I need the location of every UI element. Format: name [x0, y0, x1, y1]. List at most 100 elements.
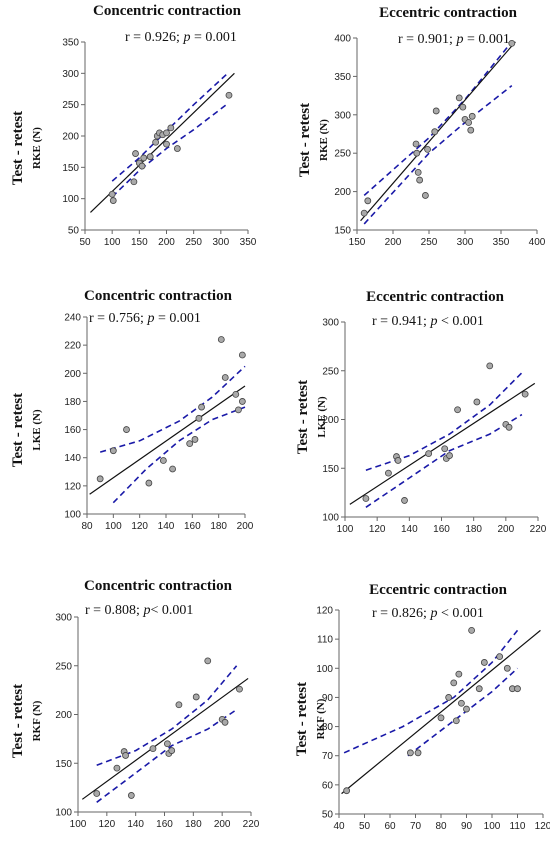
chart-title: Eccentric contraction: [366, 289, 505, 305]
y-tick-label: 100: [64, 510, 81, 521]
y-tick-label: 200: [55, 710, 72, 721]
stat-annotation: r = 0.756; p = 0.001: [89, 311, 201, 326]
chart-title: Eccentric contraction: [379, 5, 518, 21]
x-tick-label: 250: [421, 237, 438, 248]
data-point: [412, 140, 420, 148]
data-point: [221, 718, 229, 726]
data-point: [191, 436, 199, 443]
x-tick-label: 250: [185, 237, 202, 248]
y-tick-label: 200: [322, 415, 339, 426]
data-point: [425, 450, 433, 458]
x-tick-label: 50: [79, 237, 91, 248]
data-point: [163, 129, 170, 137]
data-point: [167, 124, 175, 132]
x-tick-label: 220: [530, 524, 547, 535]
x-tick-label: 160: [156, 819, 173, 830]
data-point: [235, 406, 242, 414]
y-tick-label: 140: [64, 453, 81, 464]
data-point: [225, 91, 233, 99]
data-point: [424, 145, 431, 153]
data-point: [163, 740, 171, 748]
data-point: [138, 162, 146, 170]
y-tick-label: 50: [68, 226, 80, 237]
y-tick-label: 250: [334, 149, 351, 160]
data-point: [394, 457, 402, 464]
data-point: [401, 497, 408, 504]
x-tick-label: 140: [127, 819, 144, 830]
stat-p-value: = 0.001: [154, 311, 200, 326]
data-point: [195, 414, 203, 422]
y-tick-label: 200: [334, 187, 351, 198]
x-tick-label: 120: [369, 524, 386, 535]
x-tick-label: 200: [497, 524, 514, 535]
data-point: [385, 469, 392, 477]
stat-p-value: < 0.001: [437, 606, 483, 621]
y-axis-label-outer: Test - retest: [10, 111, 26, 185]
data-point: [406, 749, 414, 757]
data-point: [457, 699, 465, 707]
data-point: [173, 145, 181, 152]
y-axis-label-outer: Test - retest: [10, 684, 26, 758]
data-point: [503, 664, 511, 672]
stat-p-label: p: [455, 32, 463, 47]
data-point: [132, 150, 139, 157]
x-tick-label: 150: [349, 237, 366, 248]
stat-r: r = 0.808;: [85, 603, 143, 618]
y-tick-label: 70: [322, 751, 334, 762]
y-tick-label: 250: [55, 661, 72, 672]
data-point: [96, 475, 104, 483]
ci-lower-line: [111, 104, 227, 198]
chart-panel-5: Concentric contraction r = 0.808; p< 0.00…: [10, 578, 260, 830]
y-tick-label: 100: [322, 513, 339, 524]
chart-title: Concentric contraction: [93, 3, 242, 19]
data-point: [238, 398, 246, 405]
data-point: [475, 685, 483, 693]
x-tick-label: 220: [243, 819, 260, 830]
data-point: [505, 423, 513, 431]
y-axis-label-outer: Test - retest: [10, 393, 26, 467]
data-point: [432, 107, 440, 115]
stat-r: r = 0.826;: [372, 606, 430, 621]
data-point: [413, 149, 421, 157]
regression-line: [89, 385, 246, 495]
stat-p-label: p: [182, 30, 190, 45]
data-point: [152, 138, 160, 146]
stat-r: r = 0.756;: [89, 311, 147, 326]
x-tick-label: 60: [384, 821, 396, 832]
data-point: [467, 126, 475, 134]
y-tick-label: 240: [64, 313, 81, 324]
data-point: [441, 445, 449, 453]
stat-p-label: p: [146, 311, 154, 326]
chart-panel-6: Eccentric contraction r = 0.826; p < 0.00…: [294, 582, 550, 832]
data-point: [146, 153, 154, 161]
y-tick-label: 50: [322, 810, 334, 821]
ci-lower-line: [365, 413, 523, 508]
x-tick-label: 200: [214, 819, 231, 830]
y-tick-label: 300: [62, 69, 79, 80]
y-tick-label: 150: [334, 226, 351, 237]
x-tick-label: 100: [104, 237, 121, 248]
regression-line: [90, 72, 235, 213]
y-tick-label: 160: [64, 425, 81, 436]
y-tick-label: 110: [317, 635, 333, 646]
data-point: [445, 694, 453, 701]
data-point: [221, 374, 229, 381]
data-point: [204, 657, 212, 665]
x-tick-label: 120: [131, 521, 148, 532]
chart-title: Concentric contraction: [84, 578, 233, 594]
y-tick-label: 100: [55, 808, 72, 819]
data-point: [463, 705, 470, 713]
data-point: [514, 685, 521, 693]
data-point: [455, 94, 463, 102]
ci-upper-line: [99, 365, 246, 453]
x-tick-label: 150: [131, 237, 148, 248]
stat-p-label: p: [429, 606, 437, 621]
y-axis-label: LKE (N): [31, 409, 43, 451]
stat-p-value: = 0.001: [463, 32, 509, 47]
x-tick-label: 90: [461, 821, 473, 832]
y-tick-label: 80: [322, 722, 334, 733]
y-tick-label: 90: [322, 693, 334, 704]
y-tick-label: 180: [64, 397, 81, 408]
x-tick-label: 180: [465, 524, 482, 535]
x-tick-label: 100: [105, 521, 122, 532]
